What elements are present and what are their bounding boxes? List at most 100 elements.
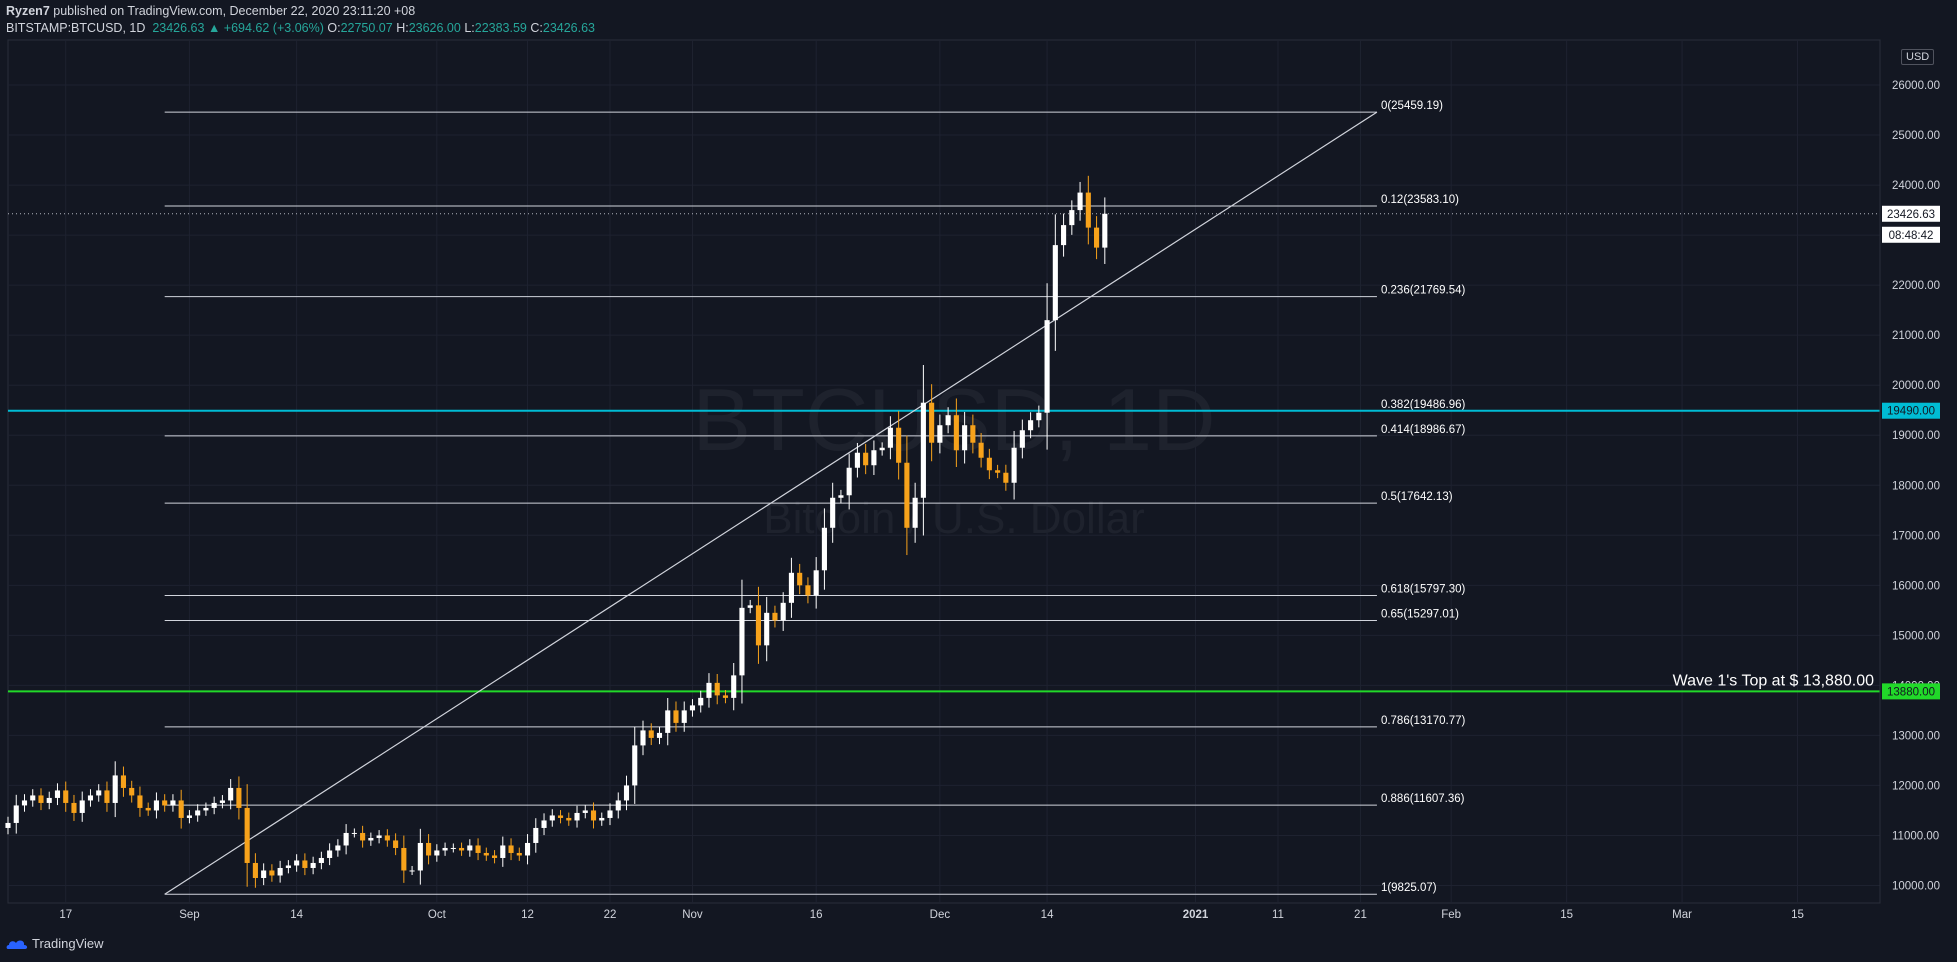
countdown-badge: 08:48:42 bbox=[1889, 230, 1934, 242]
candle-body bbox=[830, 497, 836, 528]
candle-body bbox=[38, 795, 44, 803]
brand-name: TradingView bbox=[32, 936, 104, 951]
candle-body bbox=[854, 452, 860, 468]
candle-body bbox=[648, 730, 654, 738]
cyan-line-badge: 19490.00 bbox=[1887, 406, 1935, 418]
symbol-ohlc-legend: BITSTAMP:BTCUSD, 1D 23426.63 ▲ +694.62 (… bbox=[6, 21, 595, 35]
candle-body bbox=[104, 790, 110, 803]
candle-body bbox=[879, 447, 885, 451]
price-tick-label: 10000.00 bbox=[1892, 880, 1940, 892]
candle-body bbox=[533, 827, 539, 843]
time-tick-label: Mar bbox=[1672, 909, 1692, 921]
candle-body bbox=[327, 850, 333, 858]
candle-body bbox=[1011, 447, 1017, 483]
price-tick-label: 26000.00 bbox=[1892, 80, 1940, 92]
time-tick-label: 21 bbox=[1354, 909, 1367, 921]
price-axis: 10000.0011000.0012000.0013000.0014000.00… bbox=[1879, 40, 1940, 903]
time-tick-label: Dec bbox=[930, 909, 951, 921]
cyan-line-badge-bg bbox=[1882, 402, 1940, 419]
tradingview-cloud-icon bbox=[6, 940, 28, 949]
symbol-name[interactable]: BITSTAMP:BTCUSD, 1D bbox=[6, 21, 146, 35]
candle-body bbox=[615, 800, 621, 811]
time-tick-label: 2021 bbox=[1183, 909, 1209, 921]
candle-body bbox=[294, 860, 300, 866]
low-label: L: bbox=[464, 21, 475, 35]
candle-body bbox=[137, 795, 143, 808]
price-tick-label: 16000.00 bbox=[1892, 580, 1940, 592]
author-name[interactable]: Ryzen7 bbox=[6, 4, 50, 18]
fib-level-label: 0.886(11607.36) bbox=[1381, 793, 1465, 805]
candle-body bbox=[236, 787, 242, 808]
candle-body bbox=[417, 842, 423, 871]
price-tick-label: 22000.00 bbox=[1892, 280, 1940, 292]
time-axis: 17 Sep 14 Oct 12 22 Nov 16 Dec 14 2021 11 21 Feb 15 Mar… bbox=[59, 909, 1804, 921]
candle-body bbox=[318, 857, 324, 863]
candle-body bbox=[120, 775, 127, 788]
candle-body bbox=[656, 732, 663, 738]
green-line-badge: 13880.00 bbox=[1887, 686, 1935, 698]
candle-body bbox=[310, 862, 316, 868]
candle-body bbox=[1003, 472, 1009, 483]
candle-body bbox=[920, 402, 926, 498]
price-change: ▲ +694.62 (+3.06%) bbox=[207, 21, 324, 35]
footer: TradingView bbox=[0, 926, 1957, 962]
currency-label[interactable]: USD bbox=[1901, 49, 1935, 65]
tradingview-logo[interactable]: TradingView bbox=[6, 936, 104, 951]
candle-body bbox=[1019, 430, 1025, 448]
candle-body bbox=[607, 810, 613, 818]
price-tick-label: 11000.00 bbox=[1892, 830, 1939, 842]
last-price-badge-bg bbox=[1882, 205, 1940, 222]
candle-body bbox=[945, 415, 951, 426]
candle-body bbox=[896, 427, 902, 463]
time-tick-label: 12 bbox=[521, 909, 534, 921]
candle-body bbox=[145, 807, 151, 811]
candle-body bbox=[640, 730, 646, 746]
fib-level-label: 0.65(15297.01) bbox=[1381, 608, 1459, 620]
candle-body bbox=[360, 832, 366, 841]
candle-body bbox=[937, 425, 943, 443]
candle-body bbox=[887, 427, 893, 448]
candle-body bbox=[731, 675, 737, 698]
candle-body bbox=[162, 800, 168, 806]
fib-level-label: 0.236(21769.54) bbox=[1381, 285, 1466, 297]
candle-body bbox=[219, 800, 225, 803]
price-tick-label: 12000.00 bbox=[1892, 780, 1940, 792]
candle-body bbox=[1044, 320, 1050, 413]
fib-level-label: 0.382(19486.96) bbox=[1381, 399, 1466, 411]
candle-body bbox=[426, 842, 432, 856]
time-tick-label: 16 bbox=[810, 909, 823, 921]
candle-body bbox=[871, 450, 877, 466]
candle-body bbox=[87, 795, 94, 801]
price-tick-label: 24000.00 bbox=[1892, 180, 1940, 192]
time-tick-label: Nov bbox=[682, 909, 703, 921]
candle-body bbox=[1052, 245, 1058, 321]
candle-body bbox=[1069, 210, 1075, 226]
candle-body bbox=[549, 815, 555, 821]
candle-body bbox=[516, 852, 522, 856]
candle-body bbox=[483, 852, 489, 856]
candle-body bbox=[343, 832, 349, 846]
candle-body bbox=[5, 822, 11, 828]
candle-body bbox=[846, 467, 852, 496]
candle-body bbox=[1036, 412, 1042, 421]
candle-body bbox=[459, 847, 465, 851]
candle-body bbox=[524, 842, 531, 856]
fib-level-label: 0.618(15797.30) bbox=[1381, 583, 1466, 595]
candle-body bbox=[54, 790, 61, 798]
candle-body bbox=[170, 800, 176, 806]
chart-header: Ryzen7 published on TradingView.com, Dec… bbox=[0, 0, 1957, 40]
candle-body bbox=[863, 452, 869, 466]
candle-body bbox=[755, 605, 762, 646]
high-label: H: bbox=[396, 21, 409, 35]
candle-body bbox=[508, 845, 514, 853]
candle-body bbox=[277, 867, 283, 876]
candle-body bbox=[71, 802, 77, 813]
candle-body bbox=[186, 815, 192, 818]
candle-body bbox=[96, 790, 102, 796]
candle-body bbox=[491, 855, 498, 858]
candle-body bbox=[566, 817, 572, 821]
candle-body bbox=[681, 710, 687, 723]
price-tick-label: 25000.00 bbox=[1892, 130, 1940, 142]
candle-body bbox=[739, 607, 745, 676]
